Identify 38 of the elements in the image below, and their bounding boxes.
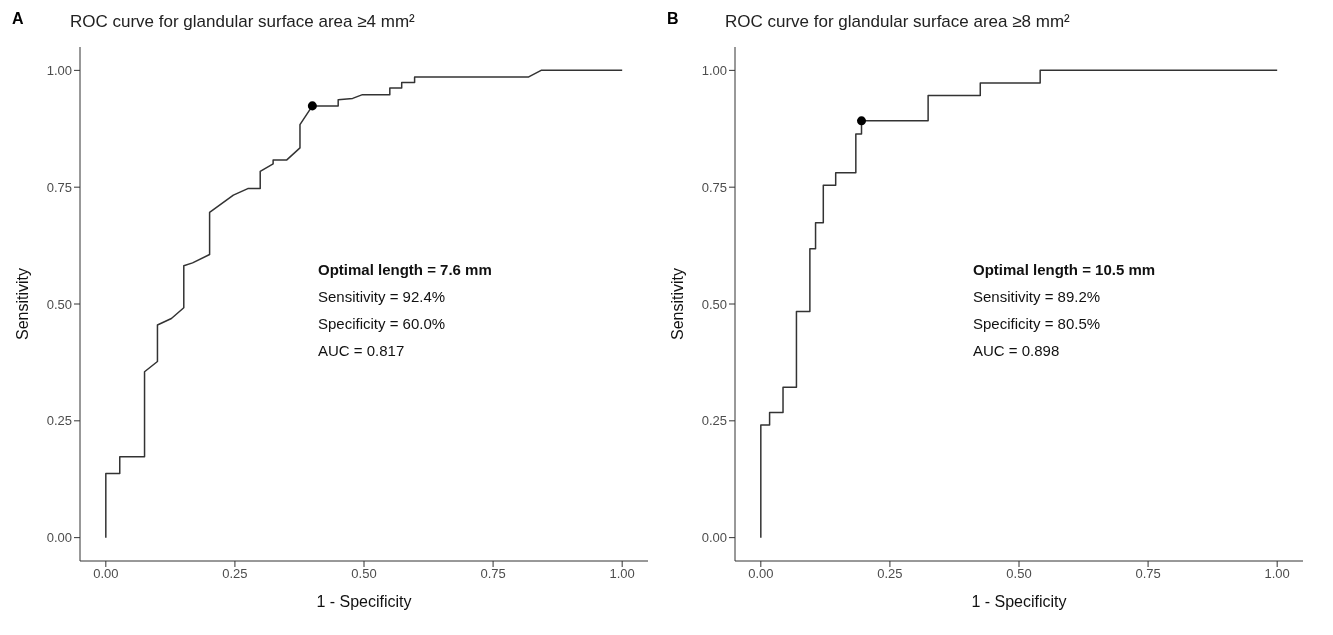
text: A	[12, 10, 24, 28]
chart-title: ROC curve for glandular surface area ≥8 mm²	[725, 12, 1070, 32]
y-tick-label: 0.00	[46, 530, 72, 546]
y-tick-label: 0.25	[46, 413, 72, 429]
line-series	[760, 69, 1278, 539]
text: B	[667, 10, 679, 28]
y-tick-label: 1.00	[701, 62, 727, 78]
annotation: Specificity = 80.5%	[973, 314, 1102, 334]
x-tick-label: 1.00	[609, 566, 635, 582]
y-axis-title: Sensitivity	[13, 267, 31, 341]
y-tick-label: 0.25	[701, 413, 727, 429]
x-tick-label: 0.75	[1135, 566, 1161, 582]
annotation: AUC = 0.898	[973, 341, 1061, 361]
x-tick-label: 0.50	[351, 566, 377, 582]
y-tick-label: 0.75	[701, 179, 727, 195]
annotation: Optimal length = 7.6 mm	[318, 260, 492, 280]
annotation: Sensitivity = 89.2%	[973, 287, 1102, 307]
x-tick-label: 1.00	[1264, 566, 1290, 582]
y-tick-label: 0.50	[46, 296, 72, 312]
line-series	[105, 69, 623, 539]
annotation: Optimal length = 10.5 mm	[973, 260, 1156, 280]
x-axis-title: 1 - Specificity	[971, 593, 1067, 610]
annotation: Specificity = 60.0%	[318, 314, 447, 334]
annotation: AUC = 0.817	[318, 341, 406, 361]
y-tick-label: 1.00	[46, 62, 72, 78]
x-tick-label: 0.25	[222, 566, 248, 582]
x-tick-label: 0.00	[93, 566, 119, 582]
chart-title: ROC curve for glandular surface area ≥4 mm²	[70, 12, 415, 32]
x-tick-label: 0.75	[480, 566, 506, 582]
y-tick-label: 0.00	[701, 530, 727, 546]
x-axis-title: 1 - Specificity	[316, 593, 412, 610]
y-tick-label: 0.50	[701, 296, 727, 312]
x-tick-label: 0.50	[1006, 566, 1032, 582]
x-tick-label: 0.25	[877, 566, 903, 582]
y-axis-title: Sensitivity	[668, 267, 686, 341]
y-tick-label: 0.75	[46, 179, 72, 195]
annotation: Sensitivity = 92.4%	[318, 287, 447, 307]
x-tick-label: 0.00	[748, 566, 774, 582]
